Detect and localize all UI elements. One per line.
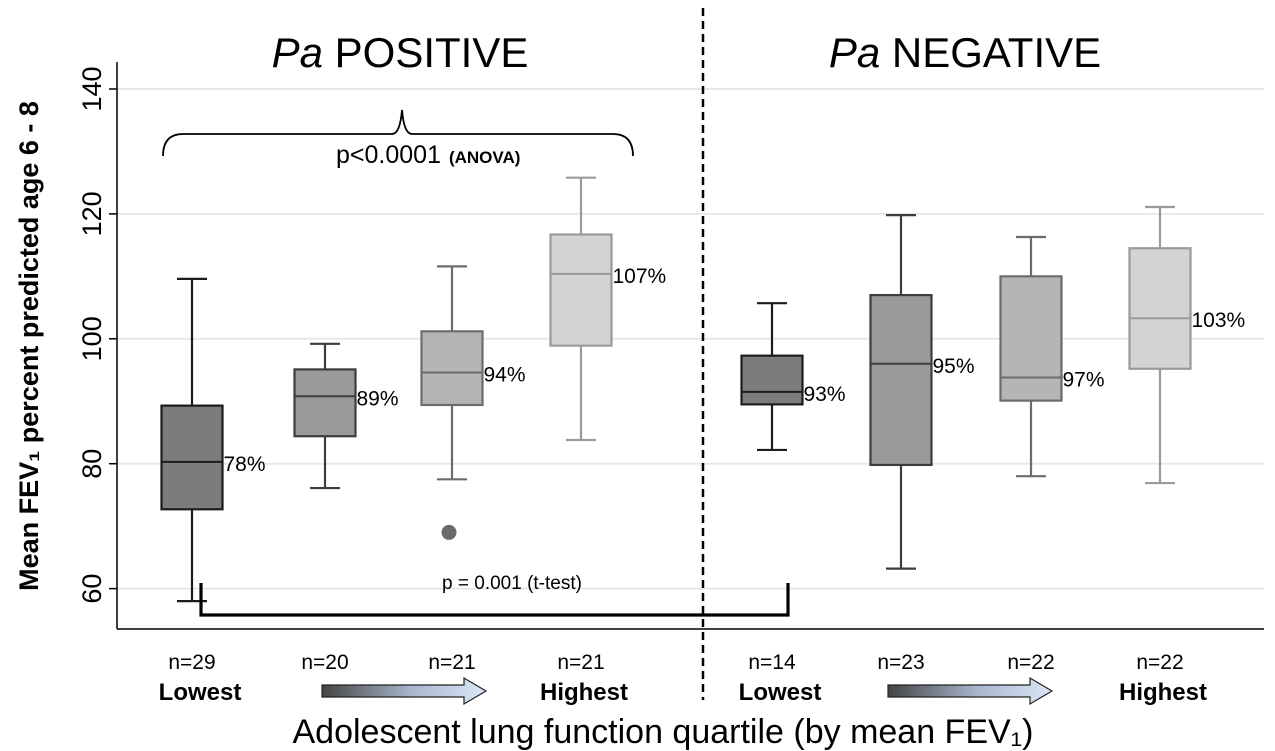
labels: 78% n=29 89% n=20 94% n=21 107% n=21 Pa POSITIVE… [159,29,1246,751]
box-plot [549,176,613,442]
median-label: 107% [613,265,667,288]
lowest-label: Lowest [159,679,242,706]
box-plot [740,302,804,452]
n-label: n=20 [301,651,348,674]
y-tick-label: 120 [77,191,107,236]
median-label: 89% [357,387,399,410]
axes: 60 80 100 120 140 Mean FEV₁ percent predicted… [14,8,1264,700]
ttest-label: p = 0.001 (t-test) [442,573,582,594]
box-plot [999,235,1063,478]
box-iqr [869,293,933,467]
anova-p-value: p<0.0001 (ANOVA) [336,141,520,169]
box-iqr [1128,247,1192,370]
y-tick-label: 140 [77,66,107,111]
annotations: p<0.0001 (ANOVA) p = 0.001 (t-test) [162,109,790,617]
n-label: n=22 [1136,651,1183,674]
y-tick-label: 80 [77,449,107,479]
box-iqr [160,404,224,511]
anova-brace [162,109,634,157]
highest-label: Highest [1119,679,1207,706]
median-label: 103% [1192,309,1246,332]
y-axis-title: Mean FEV₁ percent predicted age 6 - 8 [14,101,44,591]
n-label: n=23 [877,651,924,674]
panel-title-italic: Pa [829,29,880,76]
box-iqr [999,275,1063,402]
boxes [160,176,1192,603]
box-plot [293,342,357,490]
panel-title-rest: NEGATIVE [880,29,1101,76]
ttest-bracket [199,583,790,617]
panel-title: Pa NEGATIVE [829,29,1101,76]
box-plot [1128,205,1192,485]
box-iqr [420,330,484,407]
panel-title: Pa POSITIVE [272,29,529,76]
n-label: n=29 [168,651,215,674]
n-label: n=22 [1007,651,1054,674]
gradient-arrow [887,676,1054,706]
y-tick-label: 100 [77,316,107,361]
median-label: 94% [484,364,526,387]
box-iqr [740,354,804,406]
outlier-point [441,524,457,540]
panel-title-rest: POSITIVE [323,29,528,76]
anova-p-text: p<0.0001 [336,141,441,169]
highest-label: Highest [540,679,628,706]
median-label: 78% [224,453,266,476]
panel-title-italic: Pa [272,29,323,76]
y-tick-label: 60 [77,574,107,604]
box-plot [160,277,224,603]
n-label: n=14 [748,651,796,674]
median-label: 95% [933,355,975,378]
anova-test-text: (ANOVA) [449,148,520,167]
median-label: 97% [1063,369,1105,392]
n-label: n=21 [428,651,475,674]
n-label: n=21 [557,651,604,674]
lowest-label: Lowest [739,679,822,706]
box-plot [420,265,484,540]
box-plot [869,214,933,570]
gradient-arrow [321,676,488,706]
grid-lines [117,88,1264,590]
box-iqr [293,368,357,438]
x-axis-title: Adolescent lung function quartile (by me… [293,713,1034,751]
box-iqr [549,233,613,347]
median-label: 93% [804,383,846,406]
